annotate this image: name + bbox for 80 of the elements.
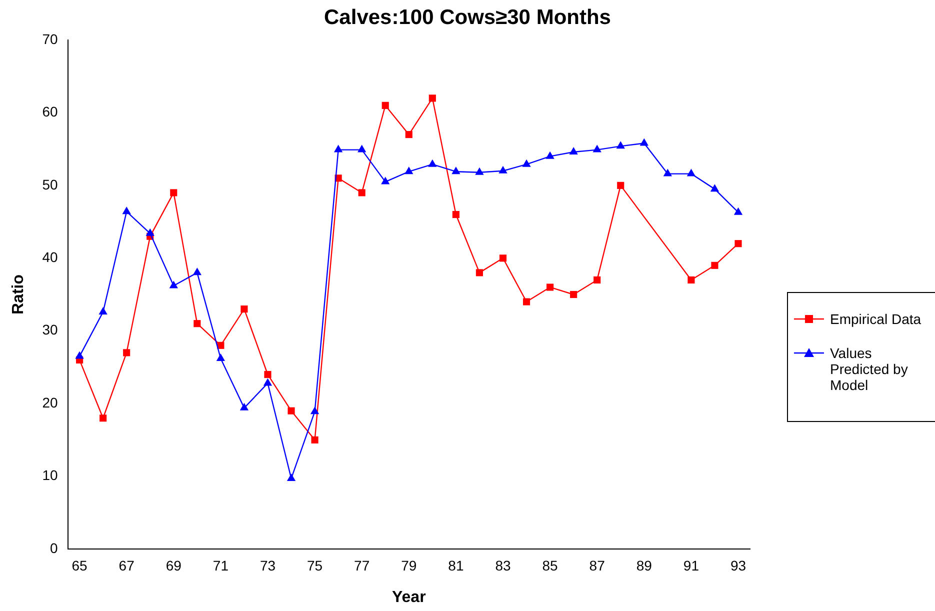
point bbox=[734, 207, 743, 215]
x-tick-label: 67 bbox=[118, 557, 135, 574]
point bbox=[98, 306, 108, 314]
point bbox=[264, 370, 272, 378]
point bbox=[405, 130, 412, 138]
x-tick-label: 65 bbox=[72, 557, 88, 574]
point bbox=[146, 228, 154, 236]
y-tick-label: 70 bbox=[42, 30, 58, 47]
x-tick-label: 75 bbox=[306, 557, 323, 574]
point bbox=[592, 144, 602, 152]
point bbox=[311, 436, 318, 444]
point bbox=[288, 407, 295, 414]
legend-label: Empirical Data bbox=[830, 311, 922, 327]
y-axis-title: Ratio bbox=[10, 274, 28, 314]
x-tick-label: 85 bbox=[542, 557, 558, 574]
point bbox=[616, 141, 625, 149]
point bbox=[546, 151, 554, 159]
y-tick-label: 30 bbox=[42, 322, 58, 338]
point bbox=[240, 402, 249, 410]
point bbox=[428, 159, 437, 167]
x-tick-label: 79 bbox=[401, 557, 417, 574]
chart-title: Calves:100 Cows≥30 Months bbox=[323, 6, 612, 30]
point bbox=[663, 168, 672, 176]
point bbox=[358, 189, 366, 196]
y-tick-label: 10 bbox=[42, 467, 58, 484]
point bbox=[194, 320, 201, 328]
y-tick-label: 60 bbox=[42, 104, 58, 120]
x-tick-label: 91 bbox=[683, 557, 700, 574]
point bbox=[640, 138, 648, 146]
point bbox=[240, 306, 248, 313]
point bbox=[569, 146, 578, 154]
point bbox=[404, 166, 414, 174]
y-tick-label: 0 bbox=[50, 540, 58, 556]
point bbox=[499, 254, 507, 262]
point bbox=[498, 166, 508, 174]
legend-label: Values Predicted by Model bbox=[830, 345, 909, 393]
point bbox=[216, 353, 226, 361]
point bbox=[617, 182, 624, 189]
point bbox=[686, 168, 696, 176]
point bbox=[428, 94, 436, 102]
point bbox=[286, 473, 296, 481]
x-tick-label: 83 bbox=[495, 557, 511, 574]
point bbox=[452, 210, 460, 218]
point bbox=[710, 184, 720, 192]
point bbox=[310, 406, 320, 414]
point bbox=[382, 102, 389, 109]
point bbox=[263, 378, 272, 386]
point bbox=[688, 276, 695, 284]
x-axis-title: Year bbox=[392, 588, 426, 606]
point bbox=[734, 240, 742, 248]
x-tick-label: 93 bbox=[730, 557, 746, 574]
point bbox=[75, 351, 84, 359]
y-tick-label: 40 bbox=[42, 249, 58, 265]
point bbox=[476, 269, 483, 276]
point bbox=[170, 189, 178, 196]
point bbox=[123, 349, 130, 356]
point bbox=[711, 262, 718, 269]
y-tick-label: 50 bbox=[42, 176, 58, 192]
point bbox=[358, 144, 366, 152]
x-tick-label: 89 bbox=[636, 557, 652, 574]
point bbox=[546, 284, 554, 291]
point bbox=[594, 276, 601, 284]
point bbox=[522, 159, 531, 167]
point bbox=[570, 290, 578, 298]
x-tick-label: 73 bbox=[260, 557, 276, 574]
point bbox=[334, 144, 343, 152]
x-tick-label: 69 bbox=[166, 557, 182, 574]
x-tick-label: 81 bbox=[448, 557, 464, 574]
point bbox=[192, 268, 202, 276]
point bbox=[169, 280, 178, 288]
y-tick-label: 20 bbox=[42, 394, 58, 410]
point bbox=[381, 176, 390, 184]
point bbox=[122, 206, 131, 214]
x-tick-label: 87 bbox=[589, 557, 606, 574]
point bbox=[100, 414, 107, 422]
point bbox=[522, 298, 530, 306]
point bbox=[452, 166, 460, 174]
x-tick-label: 71 bbox=[212, 557, 229, 574]
point bbox=[475, 167, 484, 175]
x-tick-label: 77 bbox=[354, 557, 370, 574]
